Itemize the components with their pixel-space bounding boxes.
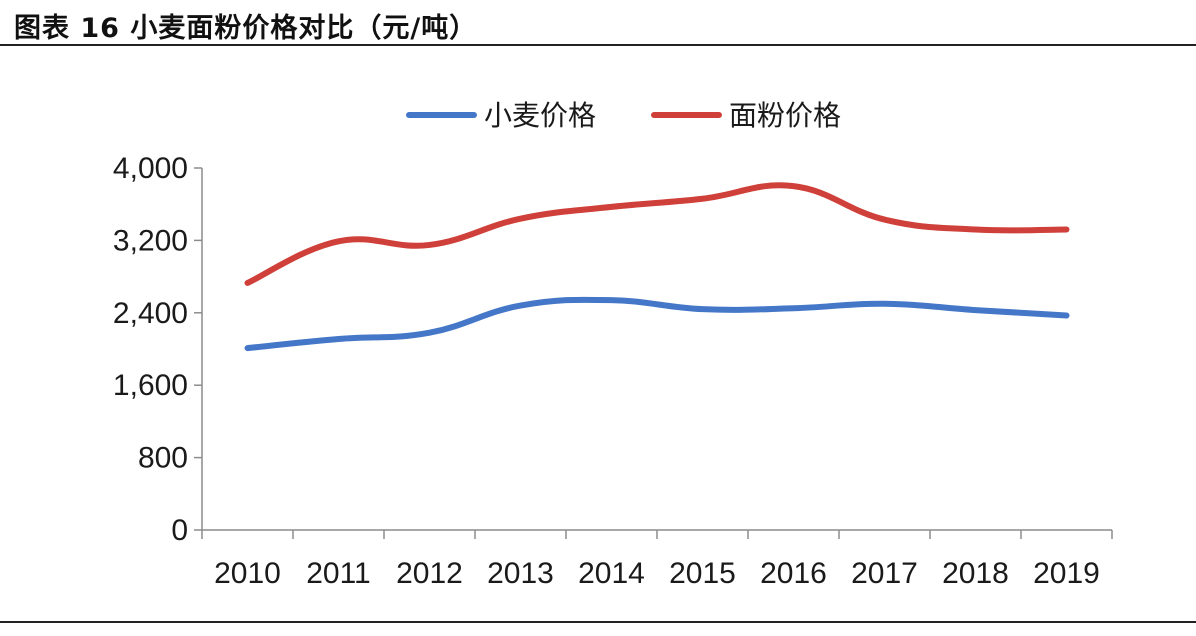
x-axis: 2010 2011 2012 2013 2014 2015 2016 2017 2018 2019	[201, 529, 1113, 590]
data-point	[336, 238, 342, 244]
x-tick-label: 2010	[214, 557, 281, 590]
data-point	[427, 330, 433, 336]
y-tick-label: 1,600	[113, 369, 188, 402]
data-point	[609, 204, 615, 210]
data-point	[791, 305, 797, 311]
data-point	[973, 227, 979, 233]
x-tick-label: 2015	[669, 557, 736, 590]
x-tick-label: 2018	[942, 557, 1009, 590]
series-line-1	[244, 182, 1070, 286]
x-tick-label: 2012	[396, 557, 463, 590]
x-tick-label: 2017	[851, 557, 918, 590]
y-tick-label: 0	[171, 514, 188, 547]
figure-title: 图表 16 小麦面粉价格对比（元/吨）	[14, 13, 478, 44]
series-0	[244, 296, 1070, 352]
data-point	[427, 242, 433, 248]
data-point	[700, 196, 706, 202]
y-tick-label: 4,000	[113, 152, 188, 185]
x-tick-label: 2016	[760, 557, 827, 590]
x-tick-label: 2011	[306, 557, 371, 590]
data-point	[518, 303, 524, 309]
data-point	[1064, 313, 1070, 319]
data-point	[973, 307, 979, 313]
data-point	[245, 345, 251, 351]
y-tick-label: 2,400	[113, 297, 188, 330]
x-tick-label: 2014	[578, 557, 645, 590]
data-point	[245, 280, 251, 286]
series-line-0	[244, 296, 1070, 352]
legend-label-0: 小麦价格	[484, 99, 596, 132]
figure-header: 图表 16 小麦面粉价格对比（元/吨）	[0, 0, 1196, 46]
data-point	[791, 183, 797, 189]
y-tick-label: 800	[138, 442, 188, 475]
y-tick-label: 3,200	[113, 224, 188, 257]
chart-legend: 小麦价格 面粉价格	[406, 99, 841, 132]
data-point	[882, 301, 888, 307]
series-1	[244, 182, 1070, 286]
data-point	[1064, 227, 1070, 233]
legend-label-1: 面粉价格	[729, 99, 841, 132]
series-layer	[244, 182, 1070, 352]
y-axis: 0 800 1,600 2,400 3,200 4,000	[113, 152, 203, 547]
data-point	[700, 306, 706, 312]
data-point	[882, 217, 888, 223]
x-tick-label: 2019	[1033, 557, 1100, 590]
x-tick-label: 2013	[487, 557, 554, 590]
bottom-rule	[0, 621, 1196, 623]
data-point	[336, 336, 342, 342]
data-point	[518, 216, 524, 222]
data-point	[609, 297, 615, 303]
